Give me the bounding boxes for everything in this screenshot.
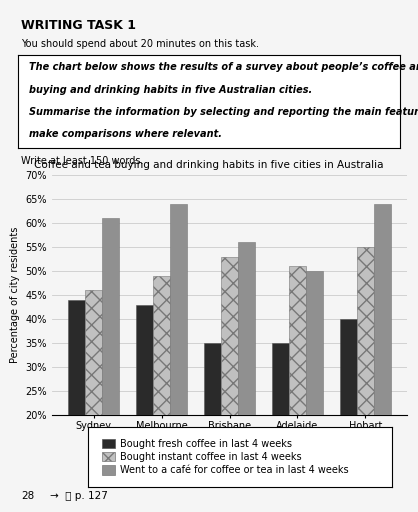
Text: make comparisons where relevant.: make comparisons where relevant. <box>29 130 222 139</box>
Text: WRITING TASK 1: WRITING TASK 1 <box>21 19 136 32</box>
Text: You should spend about 20 minutes on this task.: You should spend about 20 minutes on thi… <box>21 39 259 49</box>
Bar <box>170 204 187 511</box>
Text: 28: 28 <box>21 490 34 501</box>
Bar <box>306 271 323 511</box>
Text: Coffee and tea buying and drinking habits in five cities in Australia: Coffee and tea buying and drinking habit… <box>34 160 384 170</box>
Bar <box>68 300 85 511</box>
Bar <box>136 305 153 511</box>
Bar <box>85 290 102 511</box>
Bar <box>204 343 221 511</box>
Bar <box>374 204 391 511</box>
Bar <box>102 218 119 511</box>
Text: buying and drinking habits in five Australian cities.: buying and drinking habits in five Austr… <box>29 85 313 95</box>
Text: Summarise the information by selecting and reporting the main features, and: Summarise the information by selecting a… <box>29 107 418 117</box>
Text: The chart below shows the results of a survey about people’s coffee and tea: The chart below shows the results of a s… <box>29 62 418 72</box>
Text: →  Ⓟ p. 127: → Ⓟ p. 127 <box>50 490 108 501</box>
Bar <box>238 242 255 511</box>
Bar <box>272 343 289 511</box>
Bar <box>340 319 357 511</box>
Legend: Bought fresh coffee in last 4 weeks, Bought instant coffee in last 4 weeks, Went: Bought fresh coffee in last 4 weeks, Bou… <box>99 436 352 478</box>
Text: Write at least 150 words.: Write at least 150 words. <box>21 156 143 166</box>
Y-axis label: Percentage of city residents: Percentage of city residents <box>10 227 20 363</box>
Bar <box>289 266 306 511</box>
Bar <box>153 276 170 511</box>
Bar <box>357 247 374 511</box>
Bar <box>221 257 238 511</box>
